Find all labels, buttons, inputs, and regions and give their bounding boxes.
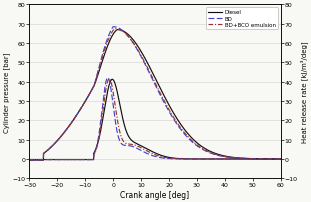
Diesel bbox=[28, 159, 31, 161]
BD bbox=[56, 139, 60, 141]
BD+BCO emulsion bbox=[28, 159, 31, 161]
BD+BCO emulsion bbox=[274, 158, 277, 160]
BD+BCO emulsion bbox=[247, 158, 250, 160]
Diesel bbox=[71, 120, 75, 122]
Diesel bbox=[247, 158, 250, 160]
Diesel bbox=[56, 139, 60, 141]
BD bbox=[274, 158, 277, 160]
Line: BD+BCO emulsion: BD+BCO emulsion bbox=[30, 29, 281, 160]
Y-axis label: Cylinder pressure [bar]: Cylinder pressure [bar] bbox=[3, 52, 10, 132]
X-axis label: Crank angle [deg]: Crank angle [deg] bbox=[120, 190, 190, 199]
BD bbox=[28, 159, 31, 161]
BD bbox=[247, 158, 250, 160]
BD+BCO emulsion bbox=[124, 34, 128, 36]
Line: BD: BD bbox=[30, 27, 281, 160]
BD bbox=[71, 120, 75, 122]
BD+BCO emulsion bbox=[56, 139, 60, 141]
Diesel bbox=[124, 32, 128, 35]
Y-axis label: Heat release rate [kJ/m³/deg]: Heat release rate [kJ/m³/deg] bbox=[300, 41, 308, 142]
BD+BCO emulsion bbox=[71, 120, 75, 122]
Diesel bbox=[279, 158, 282, 160]
BD bbox=[124, 33, 128, 36]
Diesel bbox=[274, 158, 277, 160]
BD bbox=[279, 158, 282, 160]
Diesel bbox=[135, 44, 139, 46]
BD bbox=[111, 26, 115, 29]
BD+BCO emulsion bbox=[279, 158, 282, 160]
BD+BCO emulsion bbox=[113, 28, 117, 31]
BD+BCO emulsion bbox=[135, 47, 139, 50]
BD bbox=[135, 48, 139, 51]
Line: Diesel: Diesel bbox=[30, 31, 281, 160]
Legend: Diesel, BD, BD+BCO emulsion: Diesel, BD, BD+BCO emulsion bbox=[206, 8, 278, 30]
Diesel bbox=[115, 29, 119, 32]
